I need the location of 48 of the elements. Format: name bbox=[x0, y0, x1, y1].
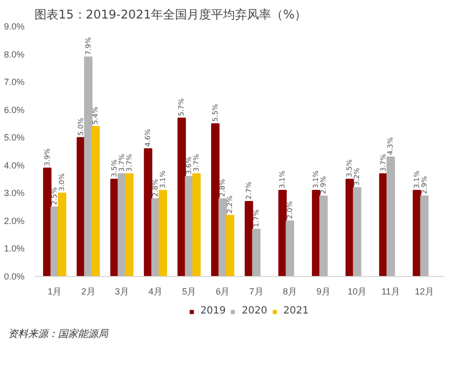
x-tick-label: 2月 bbox=[81, 286, 96, 296]
y-tick-label: 5.0% bbox=[4, 132, 24, 143]
bar bbox=[252, 228, 260, 276]
bar bbox=[58, 192, 66, 276]
x-tick-label: 11月 bbox=[382, 286, 400, 296]
bar bbox=[144, 148, 152, 276]
x-tick-label: 12月 bbox=[414, 286, 434, 296]
x-tick-label: 5月 bbox=[182, 286, 196, 296]
chart-title: 图表15：2019-2021年全国月度平均弃风率（%） bbox=[34, 8, 307, 22]
bar bbox=[244, 201, 254, 276]
y-tick-label: 3.0% bbox=[4, 188, 24, 198]
legend-label: 2019 bbox=[200, 306, 226, 316]
legend-label: 2021 bbox=[283, 306, 309, 316]
x-tick-label: 10月 bbox=[348, 286, 367, 296]
y-tick-label: 6.0% bbox=[4, 104, 24, 115]
x-tick-label: 4月 bbox=[148, 286, 162, 296]
x-tick-label: 3月 bbox=[114, 286, 129, 296]
bar bbox=[218, 198, 227, 276]
x-tick-label: 8月 bbox=[282, 286, 297, 296]
bar bbox=[43, 168, 52, 276]
y-tick-label: 7.0% bbox=[4, 77, 24, 88]
bar bbox=[226, 214, 234, 276]
y-tick-label: 2.0% bbox=[4, 216, 24, 226]
bar bbox=[158, 190, 168, 276]
bar bbox=[412, 190, 422, 276]
y-tick-label: 9.0% bbox=[4, 22, 24, 32]
text: 资料来源：国家能源局 bbox=[8, 328, 108, 342]
x-tick-label: 7月 bbox=[249, 286, 264, 296]
y-tick-label: 0.0% bbox=[4, 272, 24, 282]
x-tick-label: 1月 bbox=[48, 286, 62, 296]
bar bbox=[386, 156, 395, 276]
bar bbox=[420, 195, 429, 276]
bar bbox=[319, 195, 328, 276]
y-tick-label: 1.0% bbox=[4, 244, 24, 254]
x-tick-label: 6月 bbox=[216, 286, 230, 296]
bar bbox=[346, 178, 354, 276]
y-tick-label: 8.0% bbox=[4, 49, 24, 60]
bar bbox=[91, 126, 100, 276]
bar bbox=[286, 220, 294, 276]
y-tick-label: 4.0% bbox=[4, 160, 24, 170]
legend-label: 2020 bbox=[242, 306, 268, 316]
bar bbox=[125, 173, 134, 276]
bar bbox=[84, 56, 92, 276]
bar bbox=[352, 187, 362, 276]
x-tick-label: 9月 bbox=[316, 286, 331, 296]
bar bbox=[211, 123, 220, 276]
bar bbox=[192, 173, 201, 276]
bar bbox=[178, 118, 186, 276]
